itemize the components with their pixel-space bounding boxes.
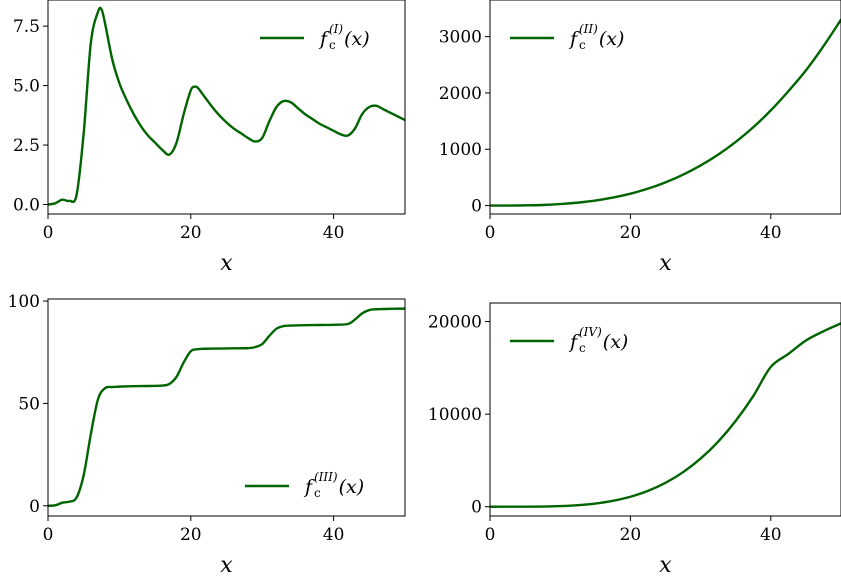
- subplot-1: 0 20 40 0.0 2.5 5.0 7.5 x f c (I) (x): [13, 0, 406, 276]
- y-tick-label: 5.0: [13, 77, 40, 97]
- x-tick-label: 0: [43, 223, 54, 243]
- subplot-2: 0 20 40 0 1000 2000 3000 x f c (II) (x): [439, 0, 841, 276]
- legend-subscript: c: [579, 341, 586, 355]
- legend-func: f: [318, 28, 330, 50]
- y-tick-label: 3000: [439, 28, 482, 48]
- legend-superscript: (III): [314, 470, 338, 484]
- legend-subscript: c: [314, 486, 321, 500]
- legend-superscript: (I): [329, 22, 343, 36]
- x-tick-label: 40: [323, 223, 345, 243]
- x-tick-label: 40: [323, 525, 345, 545]
- legend-superscript: (II): [579, 22, 598, 36]
- y-tick-label: 2.5: [13, 136, 40, 156]
- legend-arg: (x): [599, 28, 625, 50]
- axes-frame: [489, 0, 841, 215]
- legend: f c (I) (x): [260, 22, 370, 52]
- series-line-3-1: [48, 307, 405, 507]
- legend-arg: (x): [344, 28, 370, 50]
- y-tick-label: 0: [471, 197, 482, 217]
- x-tick-label: 0: [43, 525, 54, 545]
- legend-func: f: [303, 476, 315, 498]
- subplot-3: 0 20 40 0 50 100 x f c (III) (x): [8, 292, 406, 578]
- y-tick-label: 100: [8, 292, 40, 312]
- x-tick-label: 40: [760, 223, 782, 243]
- x-axis-label: x: [220, 553, 233, 578]
- series-line-4-1: [490, 322, 841, 508]
- y-tick-label: 0.0: [13, 195, 40, 215]
- axes-frame: [47, 298, 406, 517]
- legend-superscript: (IV): [579, 325, 602, 339]
- y-tick-label: 50: [18, 394, 40, 414]
- x-axis-label: x: [220, 251, 233, 276]
- legend-subscript: c: [579, 38, 586, 52]
- y-tick-label: 20000: [428, 313, 482, 333]
- x-axis-label: x: [659, 553, 672, 578]
- series-line-1-1: [48, 6, 405, 206]
- y-tick-label: 0: [29, 497, 40, 517]
- x-tick-label: 0: [485, 525, 496, 545]
- y-tick-label: 0: [471, 498, 482, 518]
- legend-subscript: c: [329, 38, 336, 52]
- legend: f c (II) (x): [510, 22, 624, 52]
- series-line-2-1: [490, 18, 841, 207]
- y-tick-label: 10000: [428, 405, 482, 425]
- x-tick-label: 20: [180, 223, 202, 243]
- legend-func: f: [568, 331, 580, 353]
- y-tick-label: 1000: [439, 140, 482, 160]
- legend: f c (IV) (x): [510, 325, 628, 355]
- x-tick-label: 20: [620, 223, 642, 243]
- subplot-4: 0 20 40 0 10000 20000 x f c (IV) (x): [428, 302, 841, 578]
- legend: f c (III) (x): [245, 470, 364, 500]
- legend-arg: (x): [603, 331, 629, 353]
- x-tick-label: 20: [620, 525, 642, 545]
- legend-func: f: [568, 28, 580, 50]
- x-tick-label: 20: [180, 525, 202, 545]
- axes-frame: [47, 0, 406, 215]
- x-tick-label: 0: [485, 223, 496, 243]
- axes-frame: [489, 302, 841, 517]
- x-axis-label: x: [659, 251, 672, 276]
- y-tick-label: 2000: [439, 84, 482, 104]
- legend-arg: (x): [339, 476, 365, 498]
- y-tick-label: 7.5: [13, 17, 40, 37]
- x-tick-label: 40: [760, 525, 782, 545]
